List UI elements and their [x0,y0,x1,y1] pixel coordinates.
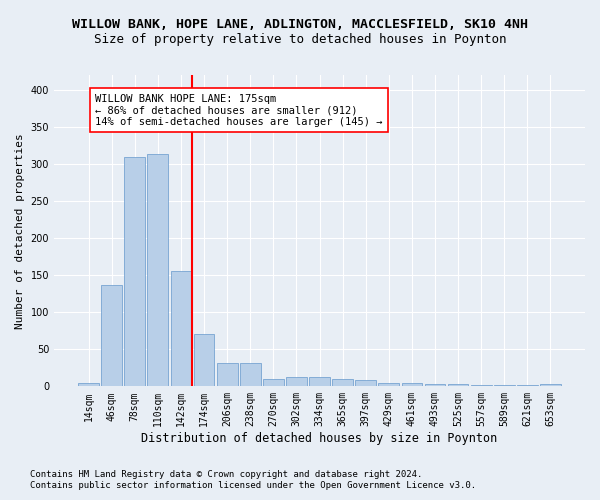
Bar [148,154,168,386]
Bar [101,285,122,386]
Bar [78,384,99,386]
Bar [379,382,399,386]
Bar [425,384,445,386]
Bar [240,362,260,386]
Y-axis label: Number of detached properties: Number of detached properties [15,133,25,328]
Bar [332,379,353,386]
Bar [494,385,515,386]
X-axis label: Distribution of detached houses by size in Poynton: Distribution of detached houses by size … [142,432,497,445]
Text: Size of property relative to detached houses in Poynton: Size of property relative to detached ho… [94,32,506,46]
Text: Contains HM Land Registry data © Crown copyright and database right 2024.: Contains HM Land Registry data © Crown c… [30,470,422,479]
Text: WILLOW BANK, HOPE LANE, ADLINGTON, MACCLESFIELD, SK10 4NH: WILLOW BANK, HOPE LANE, ADLINGTON, MACCL… [72,18,528,30]
Bar [124,156,145,386]
Bar [471,385,491,386]
Bar [217,362,238,386]
Bar [448,384,469,386]
Bar [309,376,330,386]
Text: Contains public sector information licensed under the Open Government Licence v3: Contains public sector information licen… [30,481,476,490]
Bar [170,270,191,386]
Bar [355,380,376,386]
Bar [194,334,214,386]
Bar [286,376,307,386]
Bar [263,379,284,386]
Bar [540,384,561,386]
Text: WILLOW BANK HOPE LANE: 175sqm
← 86% of detached houses are smaller (912)
14% of : WILLOW BANK HOPE LANE: 175sqm ← 86% of d… [95,94,383,126]
Bar [517,385,538,386]
Bar [401,384,422,386]
